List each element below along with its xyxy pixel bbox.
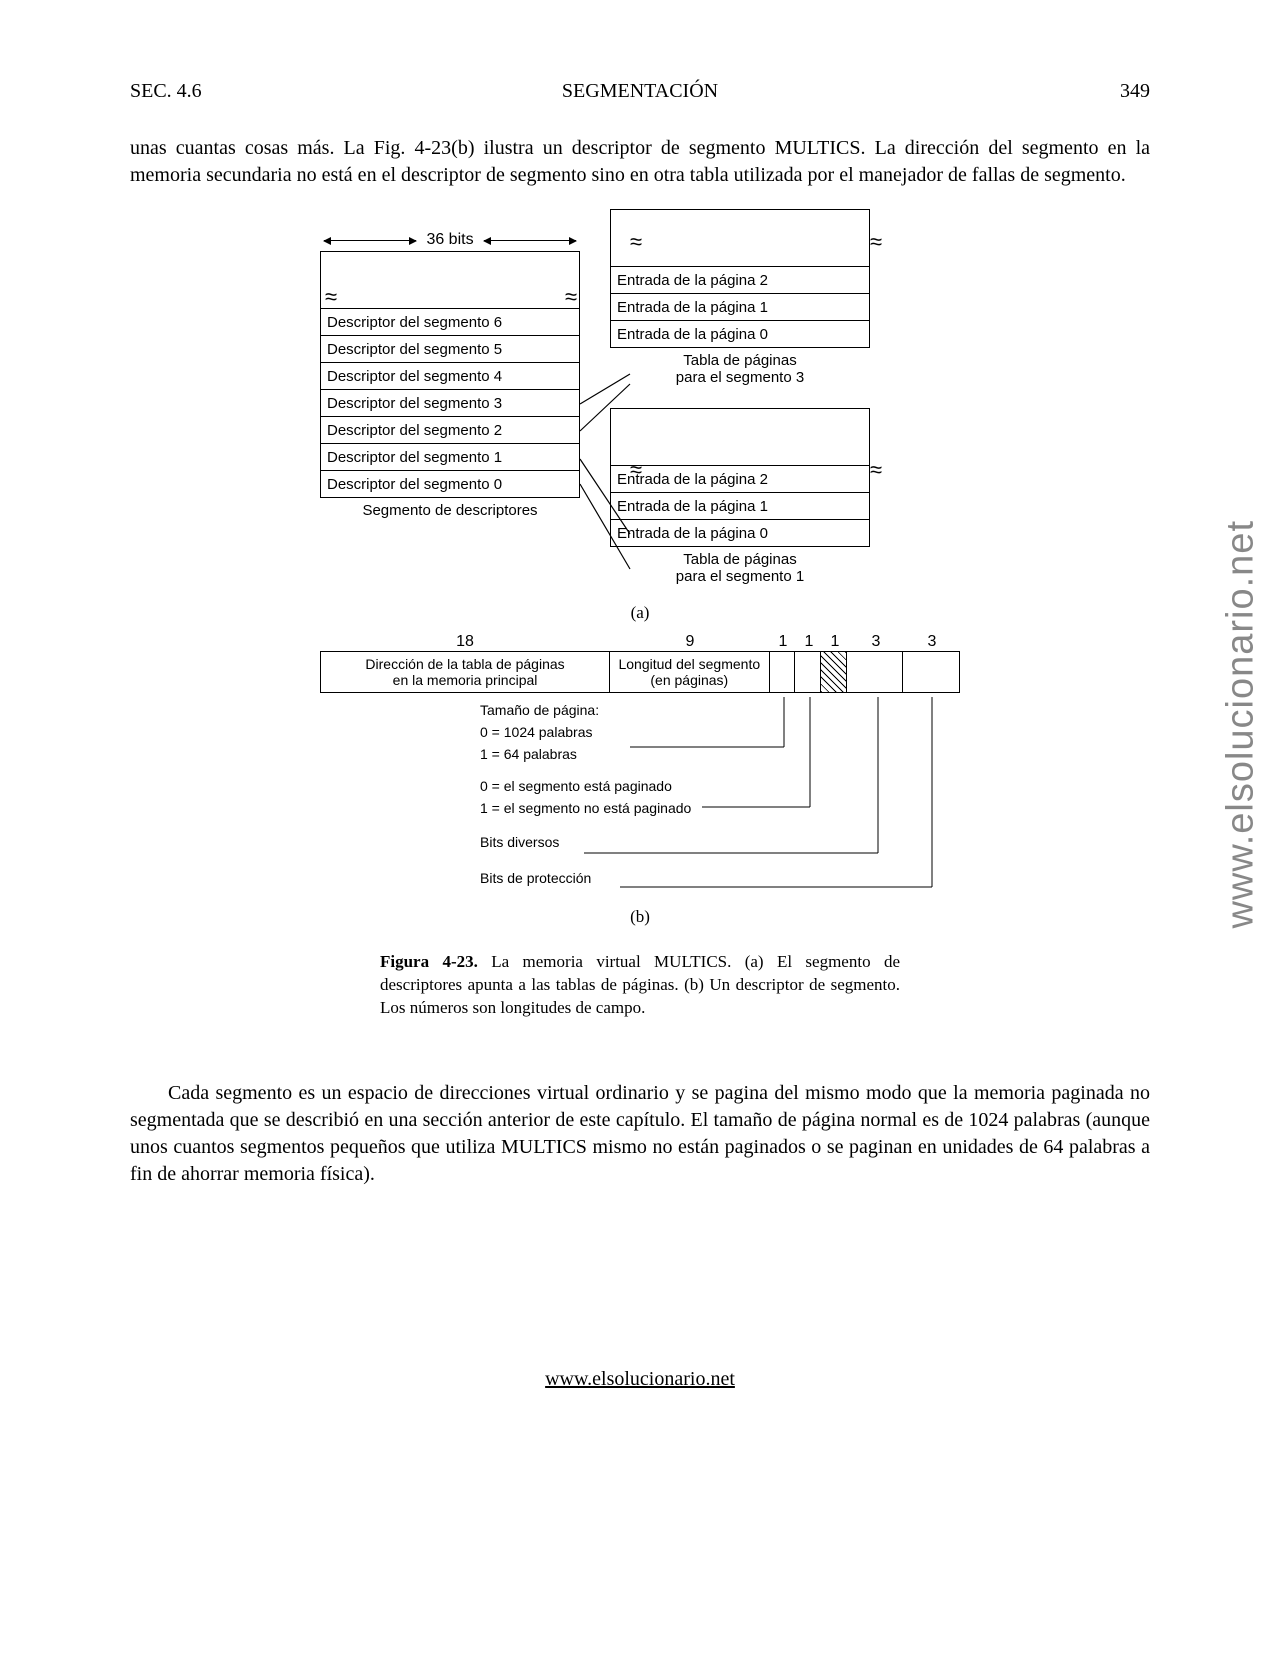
- bitw-3a: 3: [848, 633, 904, 651]
- annotations: Tamaño de página: 0 = 1024 palabras 1 = …: [480, 699, 960, 889]
- pt3-entry-2: Entrada de la página 2: [611, 267, 870, 294]
- bits-label: 36 bits: [420, 231, 479, 249]
- annot-page-size-title: Tamaño de página:: [480, 699, 960, 721]
- pt3-entry-1: Entrada de la página 1: [611, 294, 870, 321]
- annot-page-size-1: 1 = 64 palabras: [480, 743, 960, 765]
- pt3-blank: [611, 210, 870, 267]
- svg-text:≈: ≈: [870, 229, 882, 254]
- field-paged-bit: [795, 652, 821, 692]
- header-section: SEC. 4.6: [130, 80, 202, 103]
- part-a-label: (a): [320, 603, 960, 623]
- field-prot-bits: [903, 652, 959, 692]
- annot-misc-bits: Bits diversos: [480, 831, 960, 853]
- descriptor-layout: Dirección de la tabla de páginas en la m…: [320, 651, 960, 693]
- annot-prot-bits: Bits de protección: [480, 867, 960, 889]
- field-unused-bit: [821, 652, 847, 692]
- descriptor-caption: Segmento de descriptores: [320, 502, 580, 519]
- figure-caption-label: Figura 4-23.: [380, 952, 478, 971]
- figure-b: 18 9 1 1 1 3 3 Dirección de la tabla de …: [320, 633, 960, 927]
- field-addr: Dirección de la tabla de páginas en la m…: [321, 652, 610, 692]
- bitw-1c: 1: [822, 633, 848, 651]
- figure-caption: Figura 4-23. La memoria virtual MULTICS.…: [380, 951, 900, 1020]
- descriptor-row-0: Descriptor del segmento 0: [321, 471, 580, 498]
- pt1-caption: Tabla de páginas para el segmento 1: [610, 551, 870, 585]
- bitw-1b: 1: [796, 633, 822, 651]
- pt1-entry-1: Entrada de la página 1: [611, 493, 870, 520]
- annot-paged-1: 1 = el segmento no está paginado: [480, 797, 960, 819]
- pt3-caption: Tabla de páginas para el segmento 3: [610, 352, 870, 386]
- descriptor-row-4: Descriptor del segmento 4: [321, 363, 580, 390]
- header-page-number: 349: [1120, 80, 1150, 103]
- field-pagesize-bit: [770, 652, 796, 692]
- descriptor-row-2: Descriptor del segmento 2: [321, 417, 580, 444]
- descriptor-row-3: Descriptor del segmento 3: [321, 390, 580, 417]
- pt3-entry-0: Entrada de la página 0: [611, 321, 870, 348]
- descriptor-segment-column: 36 bits Descriptor del segmento 6 Descri…: [320, 229, 580, 585]
- svg-text:≈: ≈: [870, 457, 882, 482]
- page-tables-column: Entrada de la página 2 Entrada de la pág…: [610, 229, 870, 585]
- annot-paged-0: 0 = el segmento está paginado: [480, 775, 960, 797]
- descriptor-row-1: Descriptor del segmento 1: [321, 444, 580, 471]
- page-table-seg3: Entrada de la página 2 Entrada de la pág…: [610, 209, 870, 348]
- pt1-entry-2: Entrada de la página 2: [611, 466, 870, 493]
- pt1-entry-0: Entrada de la página 0: [611, 520, 870, 547]
- page-table-seg1: Entrada de la página 2 Entrada de la pág…: [610, 408, 870, 547]
- paragraph-1: unas cuantas cosas más. La Fig. 4-23(b) …: [130, 135, 1150, 189]
- bit-widths-row: 18 9 1 1 1 3 3: [320, 633, 960, 651]
- annot-page-size-0: 0 = 1024 palabras: [480, 721, 960, 743]
- figure-a: ≈ ≈ ≈ ≈ ≈ ≈ 36 bits Descriptor del segme…: [320, 229, 960, 585]
- page-header: SEC. 4.6 SEGMENTACIÓN 349: [130, 80, 1150, 103]
- bitw-9: 9: [610, 633, 770, 651]
- descriptor-row-6: Descriptor del segmento 6: [321, 309, 580, 336]
- watermark-side: www.elsolucionario.net: [1220, 520, 1263, 929]
- header-title: SEGMENTACIÓN: [562, 80, 718, 103]
- descriptor-blank-top: [321, 252, 580, 309]
- footer-link[interactable]: www.elsolucionario.net: [130, 1368, 1150, 1391]
- pt1-blank: [611, 409, 870, 466]
- descriptor-row-5: Descriptor del segmento 5: [321, 336, 580, 363]
- figure-4-23: ≈ ≈ ≈ ≈ ≈ ≈ 36 bits Descriptor del segme…: [320, 229, 960, 1020]
- bitw-18: 18: [320, 633, 610, 651]
- bitw-1a: 1: [770, 633, 796, 651]
- bitw-3b: 3: [904, 633, 960, 651]
- field-len: Longitud del segmento (en páginas): [610, 652, 769, 692]
- paragraph-2: Cada segmento es un espacio de direccion…: [130, 1080, 1150, 1188]
- page-container: SEC. 4.6 SEGMENTACIÓN 349 unas cuantas c…: [0, 0, 1280, 1431]
- descriptor-table: Descriptor del segmento 6 Descriptor del…: [320, 251, 580, 498]
- bits-width-indicator: 36 bits: [320, 229, 580, 251]
- part-b-label: (b): [320, 907, 960, 927]
- field-misc-bits: [847, 652, 903, 692]
